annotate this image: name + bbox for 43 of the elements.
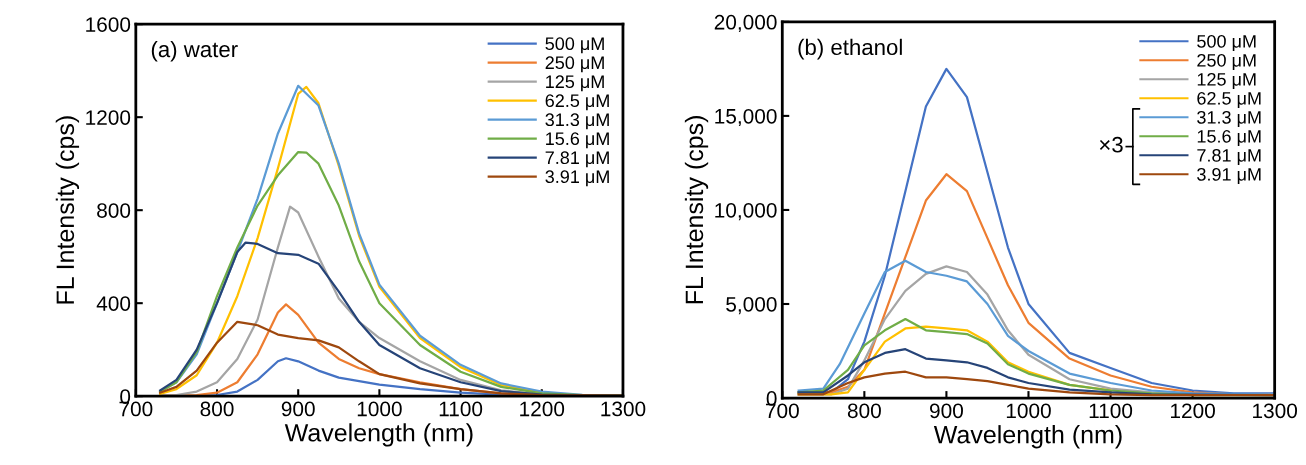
legend-label: 15.6 μM bbox=[1197, 129, 1261, 147]
legend-label: 62.5 μM bbox=[545, 94, 609, 111]
legend-label: 3.91 μM bbox=[1197, 167, 1261, 185]
legend-label: 125 μM bbox=[1197, 72, 1256, 90]
y-tick-label: 5,000 bbox=[726, 297, 777, 315]
y-tick-label: 10,000 bbox=[715, 202, 777, 221]
y-tick-label: 15,000 bbox=[715, 108, 777, 127]
legend-label: 500 μM bbox=[1197, 34, 1256, 52]
legend-label: 500 μM bbox=[545, 37, 604, 54]
y-tick-label: 800 bbox=[97, 203, 131, 218]
x-tick-label: 1100 bbox=[439, 401, 483, 417]
legend-label: 15.6 μM bbox=[546, 132, 609, 149]
legend-label: 125 μM bbox=[546, 75, 604, 92]
x-tick-label: 1100 bbox=[1089, 403, 1133, 419]
x-tick-label: 1300 bbox=[1253, 403, 1298, 419]
x-tick-label: 1200 bbox=[520, 401, 565, 417]
legend-label: 62.5 μM bbox=[1197, 91, 1261, 109]
y-axis-title: FL Intensity (cps) bbox=[55, 116, 80, 304]
x-axis-title: Wavelength (nm) bbox=[933, 425, 1122, 449]
y-tick-label: 400 bbox=[96, 296, 131, 311]
y-tick-label: 20,000 bbox=[714, 14, 777, 33]
x-tick-label: 1000 bbox=[1006, 403, 1051, 419]
legend-label: 250 μM bbox=[545, 56, 604, 73]
legend-label: 250 μM bbox=[1197, 53, 1256, 71]
x-axis-title: Wavelength (nm) bbox=[284, 423, 473, 447]
x-tick-label: 1200 bbox=[1171, 403, 1215, 419]
x-tick-label: 800 bbox=[200, 401, 234, 417]
legend-label: 3.91 μM bbox=[545, 170, 609, 187]
y-tick-label: 1200 bbox=[86, 110, 131, 125]
x-tick-label: 800 bbox=[847, 403, 881, 419]
y-tick-label: 1600 bbox=[86, 17, 131, 32]
text: (a) water bbox=[151, 40, 238, 62]
legend-label: 31.3 μM bbox=[1197, 110, 1261, 128]
x-tick-label: 900 bbox=[281, 401, 315, 417]
legend-label: 7.81 μM bbox=[1197, 148, 1261, 166]
legend-label: 7.81 μM bbox=[545, 151, 609, 168]
x-tick-label: 1300 bbox=[601, 401, 646, 417]
legend-label: 31.3 μM bbox=[545, 113, 609, 130]
x-tick-label: 1000 bbox=[357, 401, 402, 417]
x-tick-label: 900 bbox=[930, 403, 963, 419]
y-axis-title: FL Intensity (cps) bbox=[684, 116, 709, 304]
annotation: ×3 bbox=[1099, 136, 1123, 153]
text: (b) ethanol bbox=[798, 38, 902, 60]
